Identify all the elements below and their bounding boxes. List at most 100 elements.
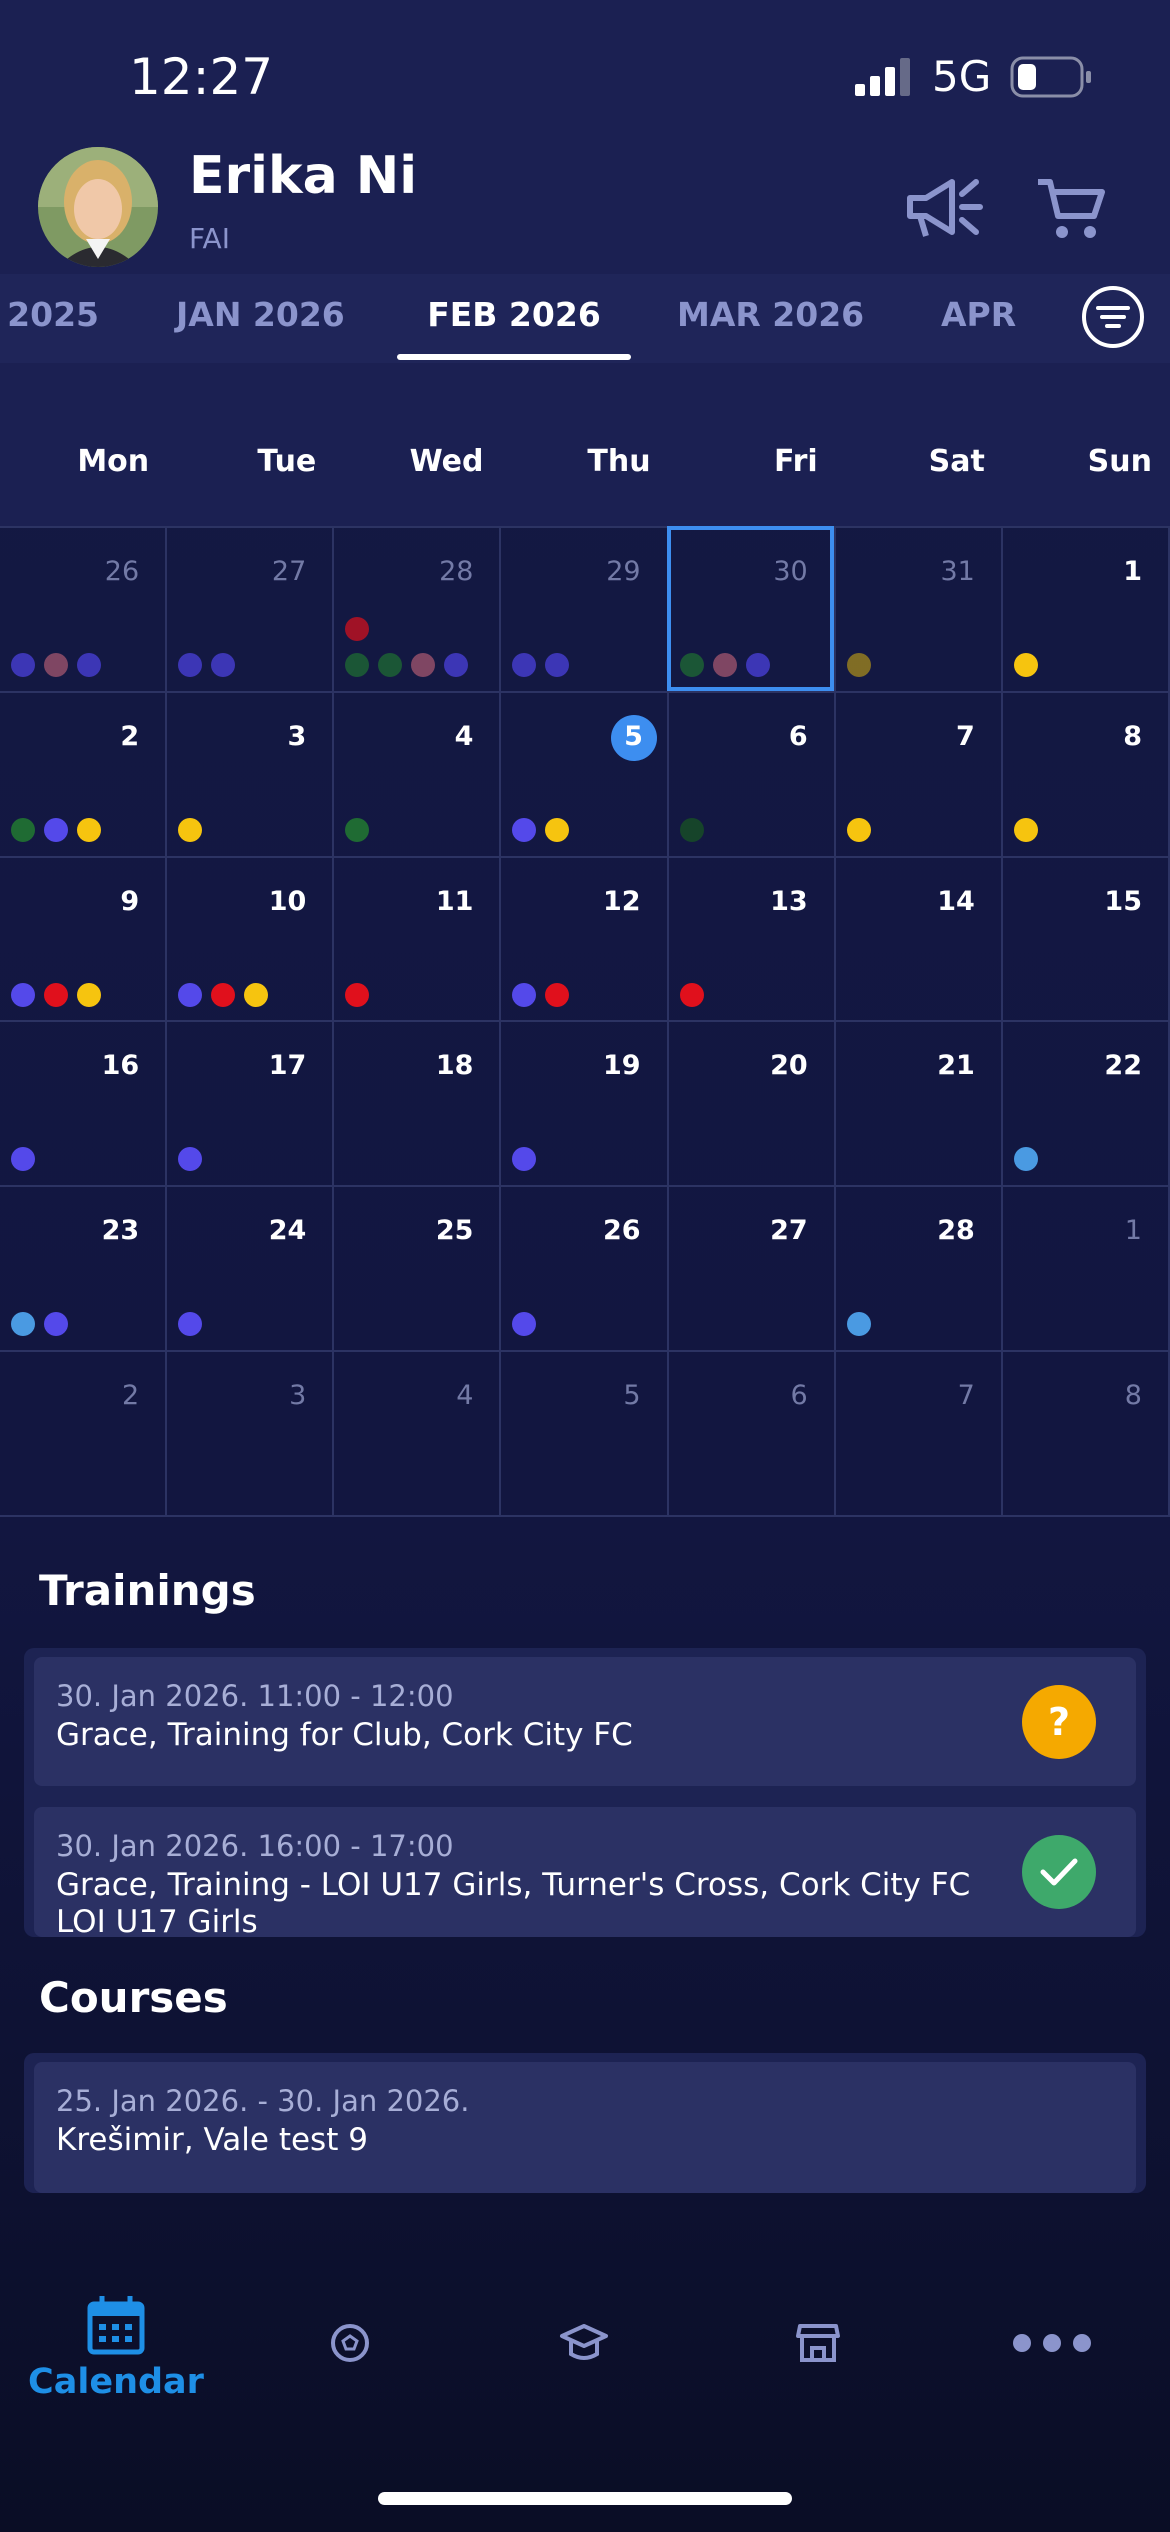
- section-title: Courses: [39, 1973, 228, 2022]
- day-number: 9: [120, 885, 140, 917]
- day-number: 26: [602, 1215, 641, 1247]
- day-number: 17: [268, 1050, 307, 1082]
- event-dot: [178, 982, 203, 1007]
- announcement-button[interactable]: [904, 174, 988, 242]
- calendar-day[interactable]: 2: [0, 692, 168, 858]
- shop-nav-icon[interactable]: [796, 2322, 840, 2364]
- calendar-day[interactable]: 7: [835, 1352, 1003, 1517]
- month-tab[interactable]: FEB 2026: [427, 295, 601, 334]
- calendar-day[interactable]: 16: [0, 1022, 168, 1188]
- event-dot: [345, 617, 370, 641]
- calendar-day[interactable]: 14: [835, 857, 1003, 1023]
- more-nav-icon[interactable]: [1012, 2331, 1092, 2355]
- battery-icon: [1010, 56, 1091, 98]
- day-number: 4: [456, 1380, 474, 1411]
- calendar-day[interactable]: 28: [835, 1187, 1003, 1352]
- calendar-day[interactable]: 24: [167, 1187, 335, 1352]
- calendar-day[interactable]: 26: [501, 1187, 669, 1352]
- month-tab[interactable]: 2025: [7, 295, 99, 334]
- status-label: ?: [1047, 1699, 1071, 1744]
- day-number: 22: [1104, 1050, 1142, 1082]
- cart-button[interactable]: [1036, 176, 1106, 242]
- calendar-day[interactable]: 13: [668, 857, 836, 1023]
- event-card[interactable]: 30. Jan 2026. 11:00 - 12:00 Grace, Traini…: [34, 1657, 1136, 1786]
- calendar-day[interactable]: 17: [167, 1022, 335, 1188]
- calendar-day[interactable]: 6: [668, 1352, 836, 1517]
- calendar-day[interactable]: 2: [0, 1352, 168, 1517]
- education-nav-icon[interactable]: [559, 2322, 609, 2364]
- calendar-day[interactable]: 18: [334, 1022, 502, 1188]
- calendar-day[interactable]: 19: [501, 1022, 669, 1188]
- calendar-day[interactable]: 11: [334, 857, 502, 1023]
- calendar-day[interactable]: 25: [334, 1187, 502, 1352]
- status-badge: ?: [1022, 1684, 1096, 1759]
- ball-nav-icon[interactable]: [330, 2323, 370, 2363]
- event-dot: [444, 653, 469, 677]
- nav-label[interactable]: Calendar: [28, 2362, 204, 2402]
- day-number: 2: [121, 1380, 140, 1411]
- calendar-day[interactable]: 31: [835, 528, 1003, 693]
- profile-organization: FAI: [189, 222, 230, 255]
- day-number: 3: [289, 1380, 307, 1411]
- event-dot: [44, 817, 68, 842]
- event-dot: [345, 653, 370, 677]
- month-tab[interactable]: APR: [941, 295, 1017, 334]
- calendar-day[interactable]: 26: [0, 528, 168, 693]
- calendar-day[interactable]: 28: [334, 528, 502, 693]
- signal-icon: [855, 58, 910, 96]
- calendar-day[interactable]: 8: [1002, 1352, 1170, 1517]
- calendar-day[interactable]: 22: [1002, 1022, 1170, 1188]
- day-number: 27: [770, 1215, 808, 1247]
- event-dot: [1013, 653, 1038, 677]
- calendar-day[interactable]: 5: [501, 1352, 669, 1517]
- check-icon: [1040, 1858, 1078, 1886]
- calendar-day[interactable]: 1: [1002, 1187, 1170, 1352]
- network-label: 5G: [932, 52, 992, 101]
- day-number: 18: [435, 1050, 474, 1082]
- calendar-day[interactable]: 5: [501, 692, 669, 858]
- month-tab[interactable]: JAN 2026: [176, 295, 345, 334]
- calendar-day[interactable]: 4: [334, 1352, 502, 1517]
- profile-name: Erika Ni: [189, 146, 418, 206]
- day-number: 7: [956, 720, 975, 752]
- home-indicator: [378, 2492, 792, 2505]
- calendar-day[interactable]: 1: [1002, 528, 1170, 693]
- weekday-label: Mon: [77, 444, 150, 479]
- calendar-day[interactable]: 23: [0, 1187, 168, 1352]
- event-time: 30. Jan 2026. 16:00 - 17:00: [56, 1829, 454, 1863]
- filter-button[interactable]: [1080, 284, 1146, 350]
- calendar-day[interactable]: 12: [501, 857, 669, 1023]
- day-number: 14: [937, 885, 975, 917]
- event-card[interactable]: 25. Jan 2026. - 30. Jan 2026. Krešimir, V…: [34, 2062, 1136, 2193]
- calendar-day[interactable]: 3: [167, 692, 335, 858]
- calendar-day[interactable]: 4: [334, 692, 502, 858]
- calendar-day[interactable]: 7: [835, 692, 1003, 858]
- calendar-day[interactable]: 20: [668, 1022, 836, 1188]
- calendar-day[interactable]: 27: [167, 528, 335, 693]
- calendar-day[interactable]: 8: [1002, 692, 1170, 858]
- calendar-day[interactable]: 27: [668, 1187, 836, 1352]
- day-number: 5: [623, 1380, 641, 1411]
- calendar-day[interactable]: 21: [835, 1022, 1003, 1188]
- calendar-day[interactable]: 9: [0, 857, 168, 1023]
- calendar-day[interactable]: 3: [167, 1352, 335, 1517]
- calendar-day[interactable]: 6: [668, 692, 836, 858]
- event-dot: [11, 817, 35, 842]
- event-dot: [178, 1147, 203, 1172]
- event-dot: [44, 653, 68, 677]
- calendar-day[interactable]: 30: [666, 526, 836, 693]
- weekday-label: Thu: [587, 444, 651, 479]
- calendar-day[interactable]: 29: [501, 528, 669, 693]
- day-number: 8: [1123, 720, 1142, 752]
- day-number: 15: [1104, 885, 1142, 917]
- event-dot: [512, 982, 537, 1007]
- calendar-day[interactable]: 15: [1002, 857, 1170, 1023]
- month-tab[interactable]: MAR 2026: [677, 295, 865, 334]
- event-description: Krešimir, Vale test 9: [56, 2122, 368, 2158]
- event-card[interactable]: 30. Jan 2026. 16:00 - 17:00 Grace, Traini…: [34, 1807, 1136, 1940]
- calendar-day[interactable]: 10: [167, 857, 335, 1023]
- event-dot: [378, 653, 403, 677]
- calendar-nav-icon[interactable]: [86, 2294, 146, 2356]
- event-dot: [11, 1312, 35, 1337]
